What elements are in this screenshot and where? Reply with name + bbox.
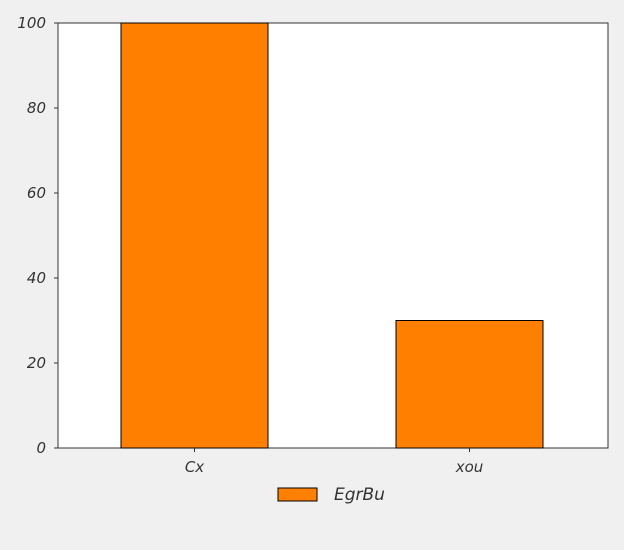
bars-group <box>120 22 544 449</box>
bar-xou <box>395 320 544 449</box>
legend: EgrBu <box>277 485 385 505</box>
y-tick-label: 60 <box>27 184 46 202</box>
legend-swatch <box>277 487 318 502</box>
y-tick-label: 40 <box>27 269 46 287</box>
y-tick-label: 0 <box>36 439 46 457</box>
y-axis: 0 20 40 60 80 100 <box>17 14 58 457</box>
x-axis: Cx xou <box>185 448 483 476</box>
y-tick-label: 20 <box>27 354 46 372</box>
legend-label: EgrBu <box>334 485 385 505</box>
y-tick-label: 100 <box>17 14 46 32</box>
x-tick-label: Cx <box>185 458 204 476</box>
bar-Cx <box>120 22 269 449</box>
y-tick-label: 80 <box>27 99 46 117</box>
x-tick-label: xou <box>455 458 484 476</box>
